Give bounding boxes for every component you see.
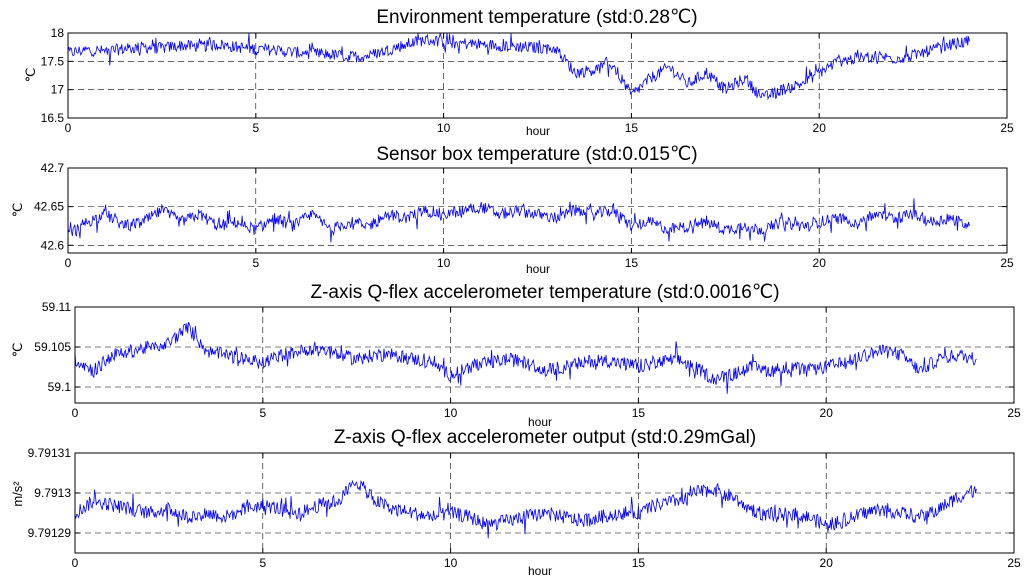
x-tick-label: 25 (1007, 556, 1021, 570)
y-tick-label: 16.5 (41, 111, 65, 125)
x-tick-label: 25 (1000, 121, 1014, 135)
axes-frame (67, 32, 1008, 119)
chart-panel-accelerometer-output: Z-axis Q-flex accelerometer output (std:… (10, 427, 1021, 578)
x-tick-label: 15 (625, 256, 639, 270)
y-axis-label: ℃ (10, 203, 25, 218)
y-axis-label: ℃ (23, 68, 38, 83)
y-tick-label: 17 (51, 83, 65, 97)
x-tick-label: 20 (820, 406, 834, 420)
x-tick-label: 25 (1007, 406, 1021, 420)
axes-frame (74, 452, 1015, 554)
x-tick-label: 15 (632, 406, 646, 420)
x-tick-label: 20 (813, 256, 827, 270)
x-tick-label: 0 (72, 406, 79, 420)
x-tick-label: 15 (625, 121, 639, 135)
y-tick-label: 59.11 (42, 300, 71, 314)
y-tick-label: 42.65 (34, 200, 64, 214)
axes-frame (74, 306, 1015, 404)
y-tick-label: 9.79129 (28, 526, 72, 540)
x-tick-label: 0 (65, 121, 72, 135)
x-tick-label: 0 (65, 256, 72, 270)
chart-panel-accelerometer-temperature: Z-axis Q-flex accelerometer temperature … (10, 282, 1021, 429)
x-axis-label: hour (528, 564, 552, 578)
y-tick-label: 59.105 (34, 340, 71, 354)
y-tick-label: 42.6 (41, 238, 65, 252)
chart-title: Z-axis Q-flex accelerometer temperature … (310, 282, 779, 303)
series-line (67, 32, 970, 101)
y-tick-label: 18 (51, 26, 65, 40)
y-tick-label: 17.5 (41, 54, 65, 68)
chart-panel-environment-temperature: Environment temperature (std:0.28℃) hour… (23, 7, 1014, 138)
x-tick-label: 25 (1000, 256, 1014, 270)
x-axis-label: hour (528, 415, 552, 429)
x-tick-label: 5 (259, 406, 266, 420)
x-tick-label: 5 (252, 256, 259, 270)
y-axis-label: ℃ (10, 343, 25, 358)
y-tick-label: 9.7913 (34, 486, 71, 500)
x-tick-label: 10 (444, 556, 458, 570)
chart-title: Z-axis Q-flex accelerometer output (std:… (334, 427, 756, 448)
x-tick-label: 20 (813, 121, 827, 135)
chart-panel-sensor-box-temperature: Sensor box temperature (std:0.015℃) hour… (10, 144, 1014, 276)
y-axis-label: m/s² (10, 481, 25, 507)
x-tick-label: 5 (259, 556, 266, 570)
series-line (74, 479, 977, 539)
x-tick-label: 10 (444, 406, 458, 420)
x-tick-label: 15 (632, 556, 646, 570)
x-tick-label: 0 (72, 556, 79, 570)
axes-frame (67, 167, 1008, 254)
chart-title: Sensor box temperature (std:0.015℃) (376, 144, 697, 165)
y-tick-label: 59.1 (48, 380, 72, 394)
x-axis-label: hour (526, 262, 550, 276)
chart-title: Environment temperature (std:0.28℃) (376, 7, 697, 28)
x-tick-label: 20 (820, 556, 834, 570)
x-tick-label: 10 (437, 256, 451, 270)
x-tick-label: 5 (252, 121, 259, 135)
series-line (74, 321, 977, 394)
series-line (67, 198, 970, 243)
y-tick-label: 42.7 (41, 161, 65, 175)
x-axis-label: hour (526, 124, 550, 138)
y-tick-label: 9.79131 (28, 446, 72, 460)
x-tick-label: 10 (437, 121, 451, 135)
